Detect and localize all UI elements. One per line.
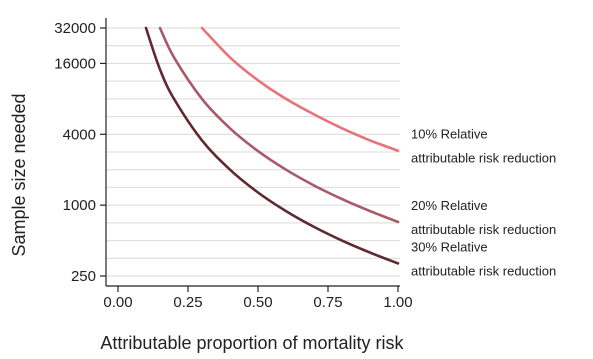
series-line — [144, 26, 400, 265]
series-labels: 10% Relative attributable risk reduction 2… — [411, 127, 556, 279]
y-ticks: 250 1000 4000 16000 32000 — [54, 20, 106, 285]
grid — [106, 27, 400, 277]
x-tick-label: 0.75 — [313, 294, 342, 311]
y-tick-label: 250 — [71, 268, 96, 285]
y-tick-label: 32000 — [54, 20, 96, 37]
series-line — [200, 26, 400, 152]
y-axis-label: Sample size needed — [9, 93, 29, 256]
x-ticks: 0.00 0.25 0.50 0.75 1.00 — [103, 286, 413, 311]
series-label-line2: attributable risk reduction — [411, 263, 556, 278]
axes — [105, 18, 400, 287]
y-tick-label: 4000 — [63, 126, 96, 143]
series-label-line1: 20% Relative — [411, 198, 488, 213]
x-tick-label: 0.50 — [243, 294, 272, 311]
x-tick-label: 1.00 — [383, 294, 412, 311]
x-tick-label: 0.00 — [103, 294, 132, 311]
series-label-line2: attributable risk reduction — [411, 151, 556, 166]
series-label-line1: 10% Relative — [411, 127, 488, 142]
series-label-line2: attributable risk reduction — [411, 222, 556, 237]
y-tick-label: 16000 — [54, 55, 96, 72]
series-label-line1: 30% Relative — [411, 239, 488, 254]
y-tick-label: 1000 — [63, 197, 96, 214]
x-axis-label: Attributable proportion of mortality ris… — [100, 333, 404, 353]
series-line — [158, 26, 400, 224]
series-lines — [144, 26, 400, 265]
x-tick-label: 0.25 — [173, 294, 202, 311]
